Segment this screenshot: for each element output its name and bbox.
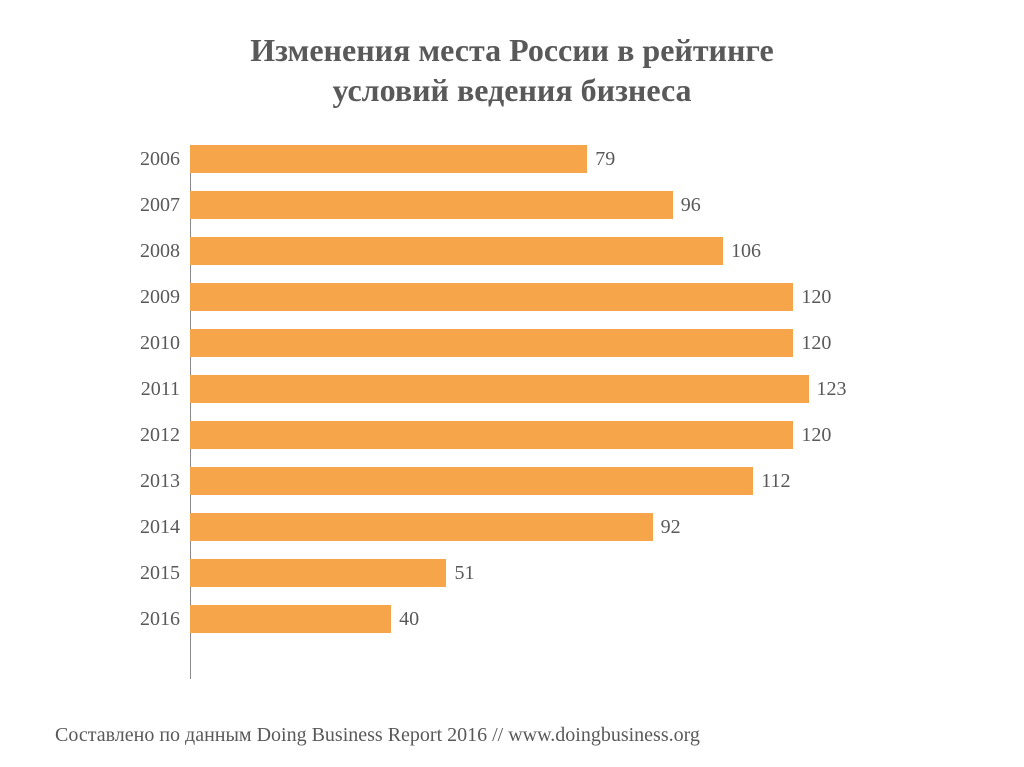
value-label: 123 bbox=[817, 378, 847, 401]
value-label: 96 bbox=[681, 194, 701, 217]
bar bbox=[190, 237, 723, 265]
bar bbox=[190, 559, 446, 587]
bar bbox=[190, 421, 793, 449]
category-label: 2007 bbox=[100, 194, 180, 217]
value-label: 40 bbox=[399, 608, 419, 631]
bar-rows: 200679 200796 2008106 2009120 2010120 2011123… bbox=[190, 145, 894, 633]
value-label: 120 bbox=[801, 424, 831, 447]
bar bbox=[190, 329, 793, 357]
bar-row: 2012120 bbox=[190, 421, 894, 449]
category-label: 2009 bbox=[100, 286, 180, 309]
bar bbox=[190, 513, 653, 541]
bar bbox=[190, 145, 587, 173]
bar bbox=[190, 467, 753, 495]
category-label: 2006 bbox=[100, 148, 180, 171]
value-label: 79 bbox=[595, 148, 615, 171]
title-line-1: Изменения места России в рейтинге bbox=[50, 30, 974, 70]
title-line-2: условий ведения бизнеса bbox=[50, 70, 974, 110]
value-label: 92 bbox=[661, 516, 681, 539]
y-axis-line bbox=[190, 145, 191, 679]
bar-row: 2013112 bbox=[190, 467, 894, 495]
value-label: 51 bbox=[454, 562, 474, 585]
category-label: 2012 bbox=[100, 424, 180, 447]
category-label: 2010 bbox=[100, 332, 180, 355]
slide: Изменения места России в рейтинге услови… bbox=[0, 0, 1024, 767]
category-label: 2011 bbox=[100, 378, 180, 401]
value-label: 120 bbox=[801, 286, 831, 309]
chart-title: Изменения места России в рейтинге услови… bbox=[50, 30, 974, 110]
bar-row: 2009120 bbox=[190, 283, 894, 311]
category-label: 2013 bbox=[100, 470, 180, 493]
category-label: 2014 bbox=[100, 516, 180, 539]
bar-row: 200796 bbox=[190, 191, 894, 219]
bar-row: 2011123 bbox=[190, 375, 894, 403]
bar-row: 201551 bbox=[190, 559, 894, 587]
bar bbox=[190, 191, 673, 219]
bar-row: 2008106 bbox=[190, 237, 894, 265]
category-label: 2016 bbox=[100, 608, 180, 631]
bar-row: 201492 bbox=[190, 513, 894, 541]
source-footer: Составлено по данным Doing Business Repo… bbox=[50, 724, 974, 747]
bar-row: 200679 bbox=[190, 145, 894, 173]
bar bbox=[190, 283, 793, 311]
value-label: 106 bbox=[731, 240, 761, 263]
bar-row: 201640 bbox=[190, 605, 894, 633]
category-label: 2008 bbox=[100, 240, 180, 263]
bar bbox=[190, 605, 391, 633]
bar bbox=[190, 375, 809, 403]
value-label: 120 bbox=[801, 332, 831, 355]
category-label: 2015 bbox=[100, 562, 180, 585]
chart-area: 2006792007962008106200912020101202011123… bbox=[50, 135, 974, 714]
bar-row: 2010120 bbox=[190, 329, 894, 357]
value-label: 112 bbox=[761, 470, 790, 493]
